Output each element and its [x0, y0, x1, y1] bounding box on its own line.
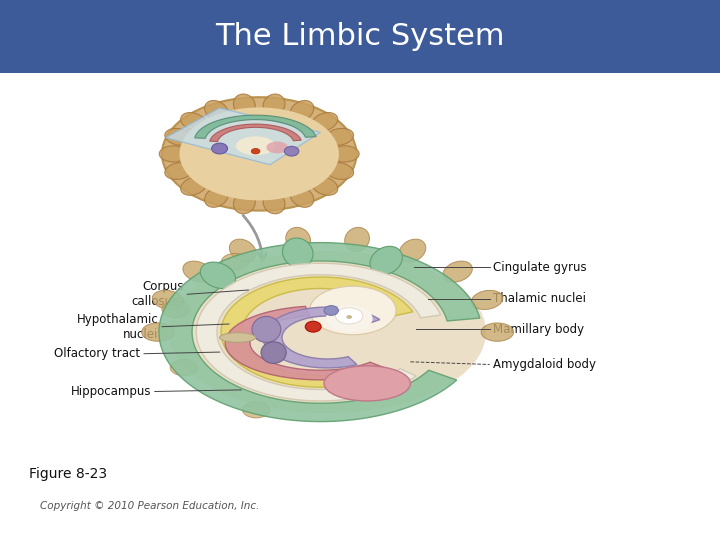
Ellipse shape	[481, 323, 513, 341]
Ellipse shape	[162, 301, 189, 318]
Ellipse shape	[399, 239, 426, 262]
Ellipse shape	[261, 342, 287, 363]
Ellipse shape	[179, 107, 339, 200]
Polygon shape	[263, 307, 380, 368]
Text: Copyright © 2010 Pearson Education, Inc.: Copyright © 2010 Pearson Education, Inc.	[40, 501, 259, 511]
Polygon shape	[166, 108, 320, 165]
Ellipse shape	[200, 262, 235, 288]
Ellipse shape	[443, 261, 472, 282]
Polygon shape	[221, 277, 413, 387]
Text: Hypothalamic
nuclei: Hypothalamic nuclei	[76, 313, 158, 341]
Ellipse shape	[251, 148, 260, 154]
Ellipse shape	[170, 360, 197, 376]
Ellipse shape	[325, 305, 373, 332]
Ellipse shape	[153, 291, 184, 309]
Text: Thalamic nuclei: Thalamic nuclei	[493, 292, 586, 305]
Ellipse shape	[165, 163, 193, 179]
Ellipse shape	[165, 129, 193, 145]
Ellipse shape	[370, 246, 402, 275]
Ellipse shape	[222, 253, 249, 269]
Ellipse shape	[263, 94, 285, 116]
Ellipse shape	[220, 333, 256, 342]
FancyBboxPatch shape	[0, 0, 720, 73]
Ellipse shape	[290, 100, 314, 121]
Ellipse shape	[290, 187, 314, 207]
Ellipse shape	[312, 112, 338, 131]
Ellipse shape	[312, 177, 338, 195]
Polygon shape	[197, 264, 441, 401]
Ellipse shape	[252, 316, 281, 342]
Ellipse shape	[336, 308, 363, 324]
Ellipse shape	[230, 239, 256, 262]
Text: Amygdaloid body: Amygdaloid body	[493, 358, 596, 371]
Ellipse shape	[305, 321, 321, 332]
Ellipse shape	[204, 187, 228, 207]
Ellipse shape	[181, 177, 207, 195]
Ellipse shape	[204, 100, 228, 121]
Ellipse shape	[330, 146, 359, 162]
Ellipse shape	[325, 129, 354, 145]
Ellipse shape	[263, 192, 285, 214]
Ellipse shape	[286, 227, 310, 252]
Ellipse shape	[324, 306, 338, 315]
Ellipse shape	[243, 402, 270, 418]
Ellipse shape	[233, 192, 256, 214]
Ellipse shape	[181, 112, 207, 131]
Ellipse shape	[212, 143, 228, 154]
Ellipse shape	[324, 366, 410, 401]
Polygon shape	[194, 115, 316, 138]
Ellipse shape	[162, 97, 356, 211]
Text: Olfactory tract: Olfactory tract	[54, 347, 140, 360]
Ellipse shape	[310, 286, 396, 335]
Ellipse shape	[282, 238, 313, 267]
Text: Hippocampus: Hippocampus	[71, 385, 151, 398]
Text: Cingulate gyrus: Cingulate gyrus	[493, 261, 587, 274]
Ellipse shape	[159, 146, 188, 162]
Text: The Limbic System: The Limbic System	[215, 22, 505, 51]
Ellipse shape	[325, 163, 354, 179]
Polygon shape	[210, 124, 301, 141]
FancyArrowPatch shape	[243, 215, 266, 261]
Ellipse shape	[142, 323, 174, 341]
Text: Figure 8-23: Figure 8-23	[29, 467, 107, 481]
Ellipse shape	[233, 94, 256, 116]
Ellipse shape	[169, 251, 486, 413]
Polygon shape	[225, 306, 388, 380]
Polygon shape	[159, 242, 480, 422]
Ellipse shape	[472, 291, 503, 309]
Ellipse shape	[183, 261, 212, 282]
Ellipse shape	[345, 227, 369, 252]
Text: Corpus
callosum: Corpus callosum	[131, 280, 184, 308]
Text: Mamillary body: Mamillary body	[493, 323, 585, 336]
Ellipse shape	[346, 315, 352, 319]
Ellipse shape	[266, 141, 288, 153]
Ellipse shape	[236, 136, 275, 156]
Ellipse shape	[284, 146, 299, 156]
